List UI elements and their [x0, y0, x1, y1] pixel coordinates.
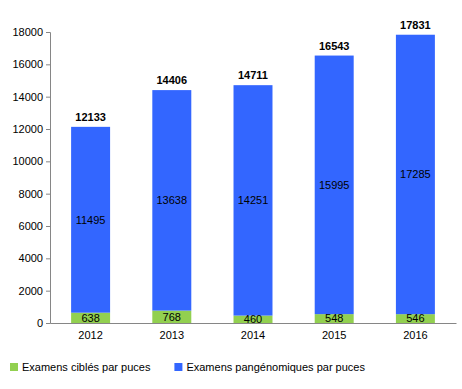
y-axis-line	[46, 33, 51, 324]
total-label: 14711	[238, 69, 268, 81]
bar-segment	[152, 90, 191, 310]
data-labels: 6387684605485461149513638142511599517285…	[75, 19, 430, 325]
total-label: 16543	[319, 40, 350, 52]
y-axis: 0 2000 4000 6000 8000 10000 12000 14000 16000 180…	[12, 26, 50, 329]
data-label: 638	[81, 312, 99, 324]
x-tick-label: 2014	[241, 329, 265, 341]
bar-segment	[152, 311, 191, 323]
x-tick-label: 2012	[78, 329, 102, 341]
y-tick-mark	[46, 32, 50, 33]
x-tick-label: 2013	[160, 329, 184, 341]
y-tick: 6000	[19, 220, 50, 232]
legend-swatch	[10, 363, 18, 371]
total-label: 12133	[75, 111, 106, 123]
y-tick-mark	[46, 64, 50, 65]
y-tick-mark	[46, 291, 50, 292]
x-tick: 2015	[322, 323, 346, 341]
chart: 0 2000 4000 6000 8000 10000 12000 14000 16000 180…	[0, 0, 462, 389]
data-label: 546	[406, 312, 424, 324]
x-tick: 2016	[403, 323, 427, 341]
x-axis-line	[51, 323, 457, 324]
legend: Examens ciblés par puces Examens pangénom…	[10, 361, 365, 373]
y-tick: 14000	[12, 91, 50, 103]
y-tick-label: 4000	[19, 252, 43, 264]
x-tick-label: 2015	[322, 329, 346, 341]
y-tick: 0	[37, 317, 50, 329]
legend-label: Examens ciblés par puces	[22, 361, 151, 373]
legend-item: Examens ciblés par puces	[10, 361, 151, 373]
legend-label: Examens pangénomiques par puces	[186, 361, 365, 373]
y-tick-mark	[46, 194, 50, 195]
bars	[71, 35, 435, 323]
y-tick-mark	[46, 129, 50, 130]
y-tick: 2000	[19, 285, 50, 297]
y-tick-label: 18000	[12, 26, 43, 38]
y-tick: 4000	[19, 252, 50, 264]
bar-segment	[315, 56, 354, 315]
x-tick: 2013	[160, 323, 184, 341]
y-tick-label: 2000	[19, 285, 43, 297]
x-tick-label: 2016	[403, 329, 427, 341]
data-label: 15995	[319, 179, 350, 191]
bar-segment	[396, 35, 435, 314]
y-tick-label: 16000	[12, 58, 43, 70]
y-tick: 10000	[12, 155, 50, 167]
data-label: 11495	[76, 214, 106, 226]
y-tick: 18000	[12, 26, 50, 38]
total-label: 17831	[400, 19, 431, 31]
y-tick-label: 14000	[12, 91, 43, 103]
y-tick-label: 0	[37, 317, 43, 329]
y-tick-label: 12000	[12, 123, 43, 135]
data-label: 548	[325, 312, 343, 324]
legend-swatch	[174, 363, 182, 371]
x-axis: 2012 2013 2014 2015 2016	[51, 323, 457, 341]
data-label: 14251	[238, 194, 269, 206]
data-label: 17285	[400, 168, 431, 180]
y-tick: 12000	[12, 123, 50, 135]
y-tick: 8000	[19, 188, 50, 200]
x-tick: 2012	[78, 323, 102, 341]
y-tick-mark	[46, 161, 50, 162]
y-tick-mark	[46, 226, 50, 227]
y-tick-label: 10000	[12, 155, 43, 167]
bar-segment	[71, 313, 110, 323]
y-tick: 16000	[12, 58, 50, 70]
data-label: 13638	[157, 194, 188, 206]
total-label: 14406	[157, 74, 188, 86]
y-tick-label: 6000	[19, 220, 43, 232]
bar-segment	[71, 127, 110, 313]
y-tick-mark	[46, 97, 50, 98]
y-tick-mark	[46, 258, 50, 259]
y-tick-mark	[46, 323, 50, 324]
data-label: 768	[163, 311, 181, 323]
bar-segment	[234, 85, 273, 315]
y-tick-label: 8000	[19, 188, 43, 200]
legend-item: Examens pangénomiques par puces	[174, 361, 365, 373]
x-tick: 2014	[241, 323, 265, 341]
